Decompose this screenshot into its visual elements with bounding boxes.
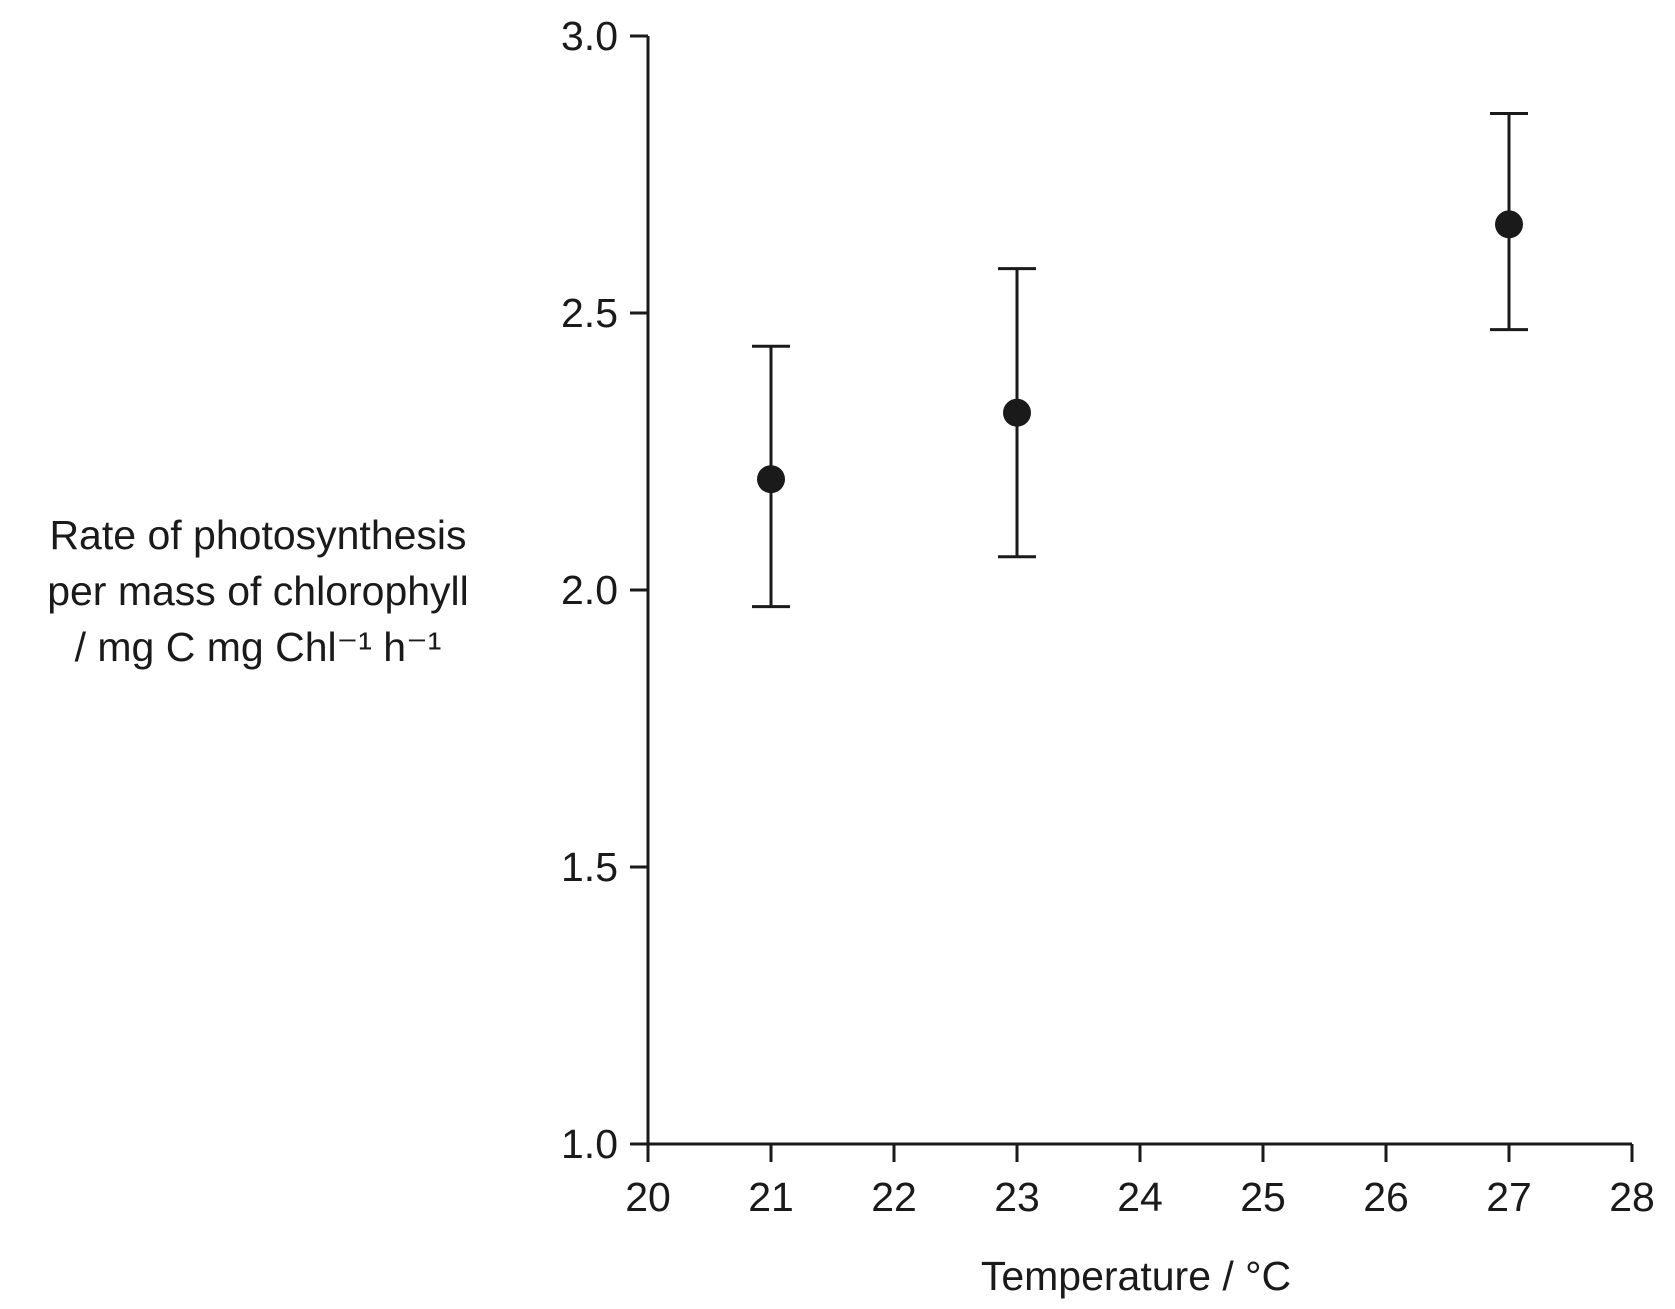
y-tick-label: 2.5 [561,290,618,336]
y-tick-label: 1.0 [561,1121,618,1167]
data-point [757,465,785,494]
x-tick-label: 21 [748,1174,794,1220]
x-tick-label: 26 [1363,1174,1409,1220]
y-tick-label: 3.0 [561,13,618,59]
y-axis-title-line-3: / mg C mg Chl⁻¹ h⁻¹ [75,624,442,670]
x-tick-label: 20 [625,1174,671,1220]
y-axis-title: Rate of photosynthesis per mass of chlor… [47,512,469,670]
data-point [1495,210,1523,239]
x-tick-label: 25 [1240,1174,1286,1220]
error-bars [752,112,1528,609]
x-tick-label: 22 [871,1174,917,1220]
x-tick-label: 23 [994,1174,1040,1220]
x-tick-label: 28 [1609,1174,1655,1220]
y-tick-label: 2.0 [561,567,618,613]
data-points [757,210,1523,494]
x-axis-title: Temperature / °C [981,1253,1291,1299]
data-point [1003,398,1031,427]
x-tick-label: 24 [1117,1174,1163,1220]
ticks: 20 21 22 23 24 25 26 27 28 1.0 1.5 2.0 2.5 3.0 [561,13,1655,1220]
x-tick-label: 27 [1486,1174,1532,1220]
y-axis-title-line-1: Rate of photosynthesis [49,512,466,558]
y-axis-title-line-2: per mass of chlorophyll [47,568,469,614]
y-tick-label: 1.5 [561,844,618,890]
axes [646,36,1632,1146]
